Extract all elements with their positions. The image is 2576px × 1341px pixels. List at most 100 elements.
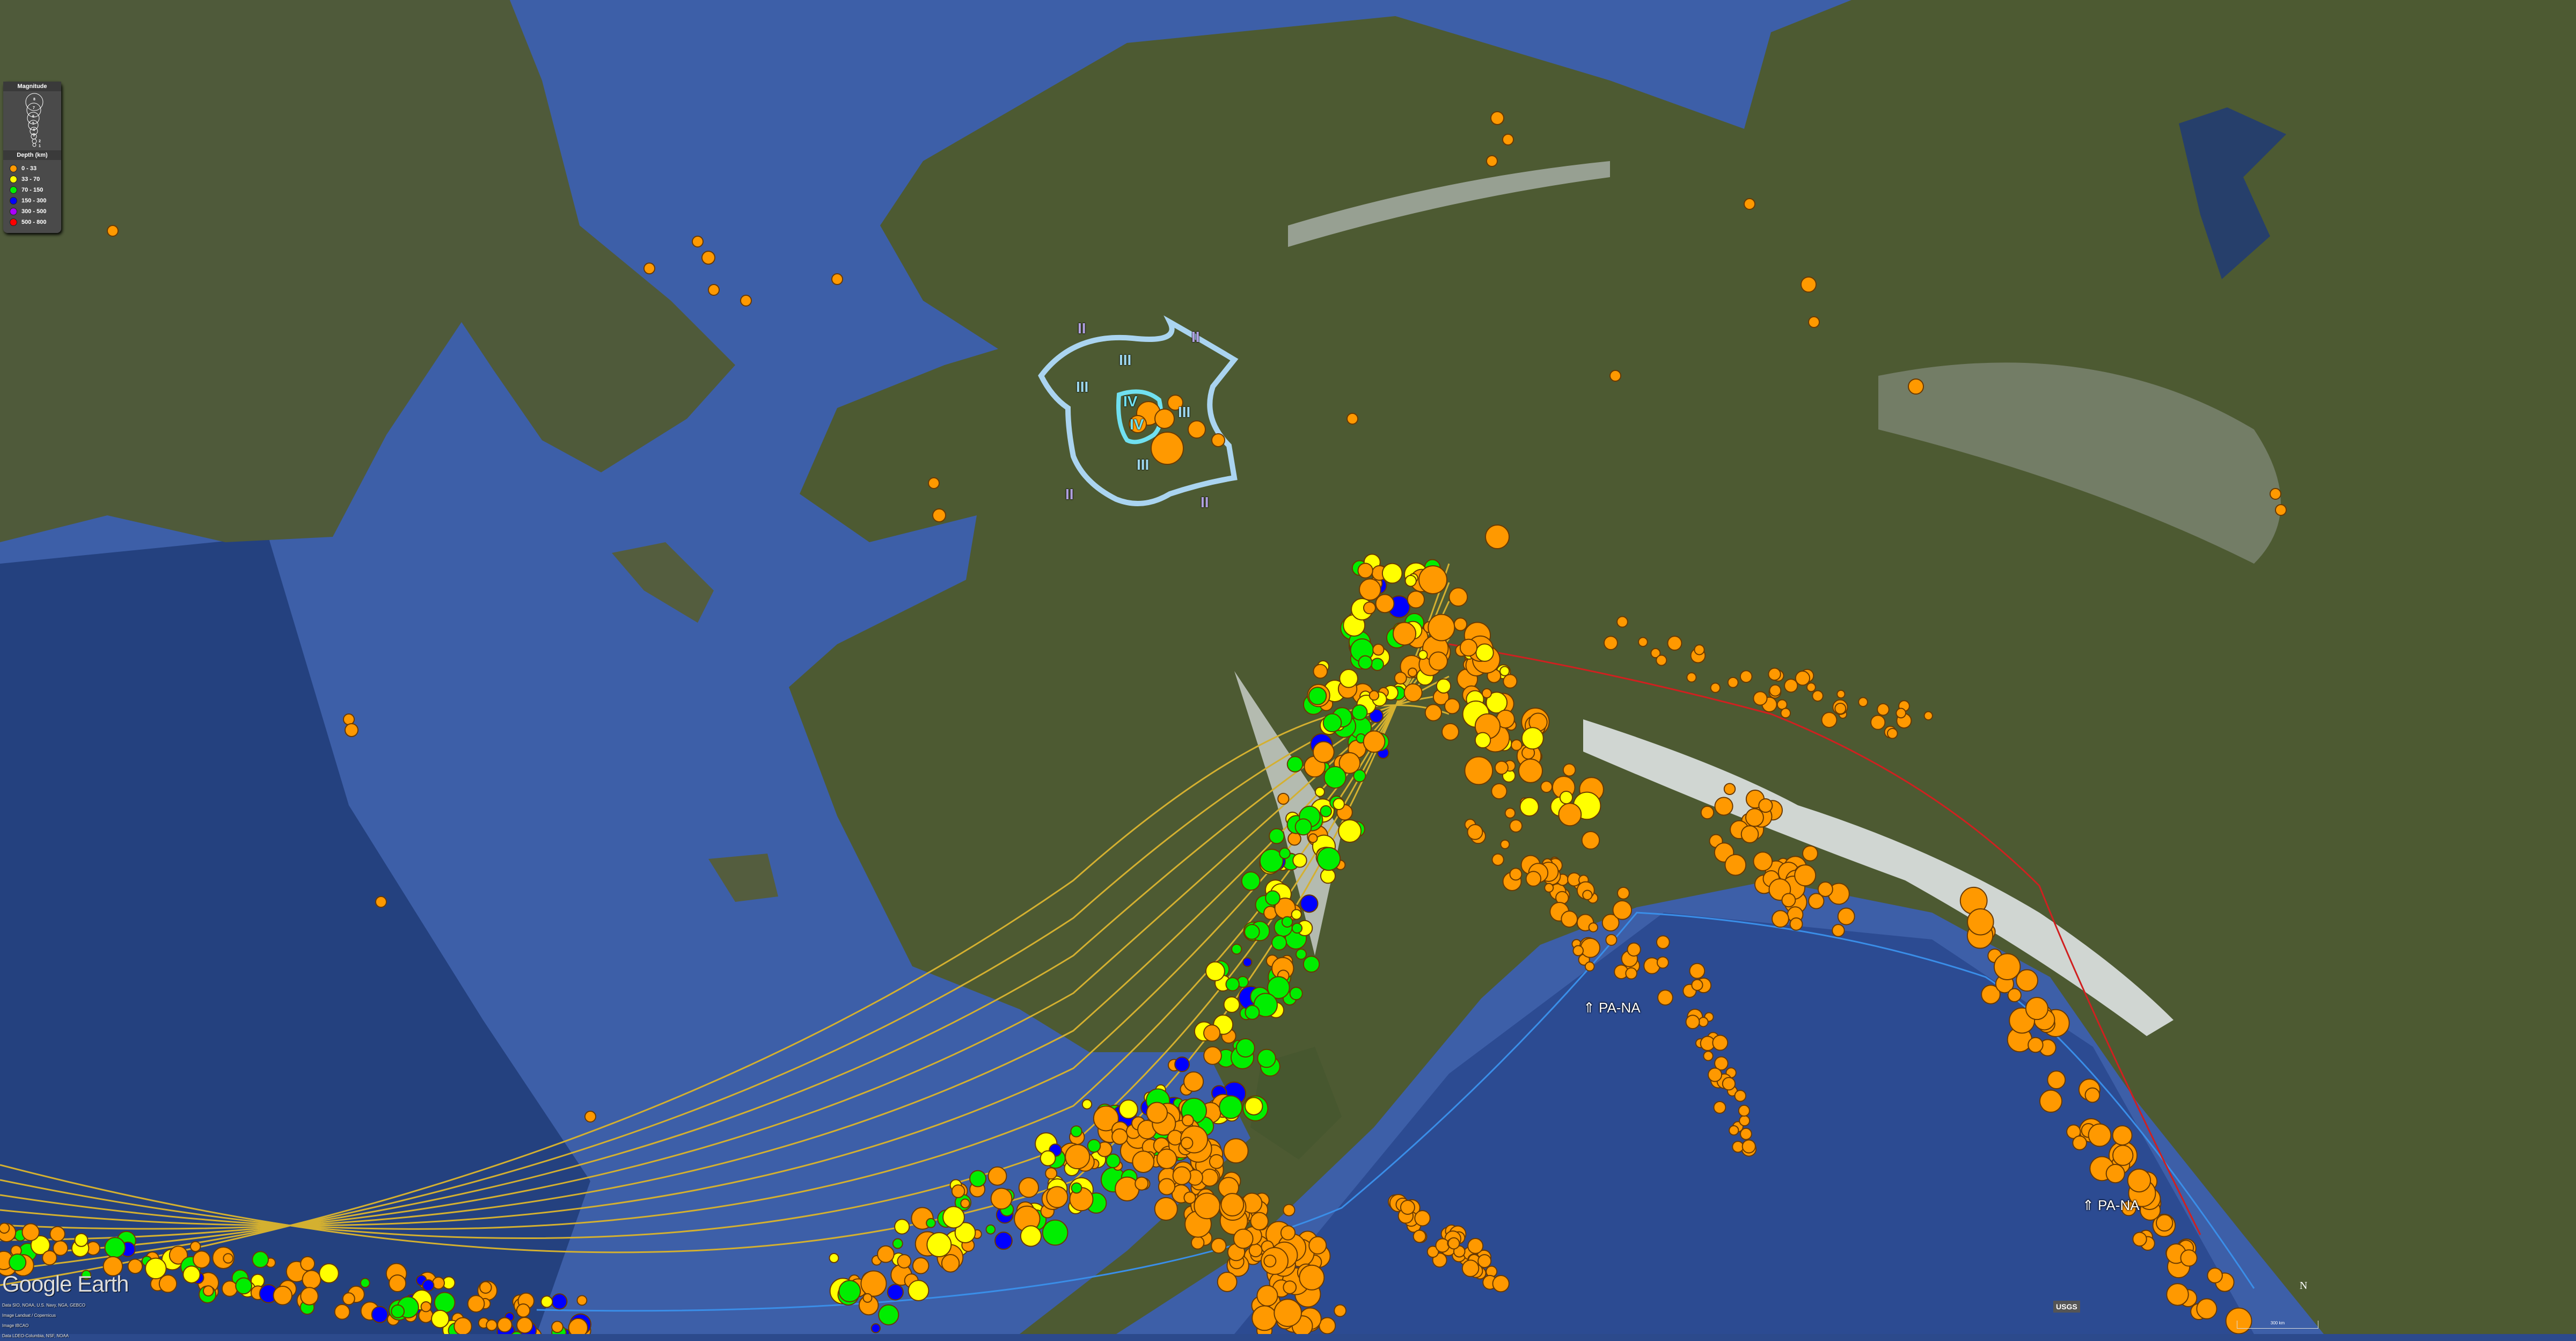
earthquake-marker[interactable] — [1132, 1150, 1155, 1174]
earthquake-marker[interactable] — [1172, 1166, 1191, 1185]
earthquake-marker[interactable] — [1656, 654, 1667, 666]
earthquake-marker[interactable] — [740, 295, 752, 307]
earthquake-marker[interactable] — [319, 1263, 339, 1284]
earthquake-marker[interactable] — [1467, 1238, 1484, 1254]
earthquake-marker[interactable] — [2039, 1089, 2062, 1113]
earthquake-marker[interactable] — [1217, 1271, 1238, 1292]
earthquake-marker[interactable] — [345, 723, 358, 737]
earthquake-marker[interactable] — [1491, 853, 1504, 866]
earthquake-marker[interactable] — [1580, 937, 1601, 958]
earthquake-marker[interactable] — [1203, 1046, 1222, 1065]
earthquake-marker[interactable] — [1429, 651, 1448, 671]
earthquake-marker[interactable] — [1313, 664, 1328, 679]
earthquake-marker[interactable] — [1287, 832, 1301, 846]
earthquake-marker[interactable] — [1018, 1177, 1040, 1198]
earthquake-marker[interactable] — [30, 1235, 50, 1256]
earthquake-marker[interactable] — [510, 1331, 523, 1334]
earthquake-marker[interactable] — [1509, 868, 1523, 881]
earthquake-marker[interactable] — [1338, 752, 1361, 774]
earthquake-marker[interactable] — [1500, 839, 1510, 849]
earthquake-marker[interactable] — [1896, 708, 1906, 719]
earthquake-marker[interactable] — [912, 1257, 930, 1274]
earthquake-marker[interactable] — [1291, 922, 1303, 934]
earthquake-marker[interactable] — [1499, 666, 1510, 676]
earthquake-marker[interactable] — [1081, 1099, 1093, 1110]
earthquake-marker[interactable] — [1627, 942, 1641, 957]
earthquake-marker[interactable] — [1694, 644, 1705, 655]
earthquake-marker[interactable] — [2016, 969, 2038, 992]
earthquake-marker[interactable] — [1703, 1051, 1714, 1061]
earthquake-marker[interactable] — [158, 1274, 178, 1293]
earthquake-marker[interactable] — [1993, 953, 2021, 980]
earthquake-marker[interactable] — [1381, 563, 1403, 584]
earthquake-marker[interactable] — [1235, 1038, 1255, 1058]
earthquake-marker[interactable] — [1486, 155, 1498, 167]
earthquake-marker[interactable] — [1045, 1167, 1058, 1180]
earthquake-marker[interactable] — [1686, 672, 1697, 683]
earthquake-marker[interactable] — [1188, 420, 1206, 439]
earthquake-marker[interactable] — [2105, 1164, 2125, 1184]
earthquake-marker[interactable] — [1601, 914, 1620, 932]
earthquake-marker[interactable] — [1806, 682, 1816, 693]
earthquake-marker[interactable] — [300, 1287, 319, 1306]
earthquake-marker[interactable] — [1612, 900, 1633, 920]
earthquake-marker[interactable] — [1087, 1139, 1101, 1153]
earthquake-marker[interactable] — [1656, 956, 1669, 969]
earthquake-marker[interactable] — [1504, 807, 1516, 819]
earthquake-marker[interactable] — [302, 1270, 321, 1289]
earthquake-marker[interactable] — [1308, 833, 1318, 843]
earthquake-marker[interactable] — [1435, 1238, 1450, 1253]
earthquake-marker[interactable] — [1625, 967, 1637, 980]
earthquake-marker[interactable] — [1503, 674, 1518, 689]
earthquake-marker[interactable] — [1283, 1280, 1297, 1294]
earthquake-marker[interactable] — [1209, 1154, 1224, 1169]
earthquake-marker[interactable] — [1784, 679, 1798, 693]
earthquake-marker[interactable] — [235, 1277, 253, 1295]
earthquake-marker[interactable] — [1283, 1204, 1296, 1216]
earthquake-marker[interactable] — [1444, 698, 1460, 715]
earthquake-marker[interactable] — [1808, 893, 1825, 909]
earthquake-marker[interactable] — [1263, 1255, 1277, 1267]
earthquake-marker[interactable] — [1729, 1125, 1739, 1136]
earthquake-marker[interactable] — [1572, 945, 1584, 957]
earthquake-marker[interactable] — [1129, 415, 1147, 433]
earthquake-marker[interactable] — [1744, 198, 1755, 210]
earthquake-marker[interactable] — [892, 1238, 903, 1249]
earthquake-marker[interactable] — [1296, 948, 1307, 960]
earthquake-marker[interactable] — [223, 1253, 233, 1264]
earthquake-marker[interactable] — [1220, 1193, 1245, 1216]
earthquake-marker[interactable] — [1414, 1210, 1431, 1227]
earthquake-marker[interactable] — [1363, 730, 1386, 753]
earthquake-marker[interactable] — [576, 1295, 588, 1306]
earthquake-marker[interactable] — [1588, 922, 1599, 932]
earthquake-marker[interactable] — [53, 1240, 69, 1256]
earthquake-marker[interactable] — [2275, 504, 2287, 516]
earthquake-marker[interactable] — [1223, 996, 1240, 1013]
earthquake-marker[interactable] — [1521, 727, 1544, 750]
earthquake-marker[interactable] — [1265, 890, 1280, 906]
earthquake-marker[interactable] — [1245, 1097, 1263, 1116]
earthquake-marker[interactable] — [1346, 413, 1358, 425]
earthquake-marker[interactable] — [1877, 703, 1890, 716]
earthquake-marker[interactable] — [1559, 790, 1574, 805]
earthquake-marker[interactable] — [1065, 1144, 1091, 1170]
earthquake-marker[interactable] — [1722, 1077, 1736, 1091]
earthquake-marker[interactable] — [2025, 996, 2049, 1021]
earthquake-marker[interactable] — [897, 1254, 912, 1269]
earthquake-marker[interactable] — [1519, 797, 1539, 817]
earthquake-marker[interactable] — [516, 1316, 533, 1334]
earthquake-marker[interactable] — [1368, 690, 1380, 701]
earthquake-marker[interactable] — [1308, 1236, 1327, 1255]
earthquake-marker[interactable] — [1211, 433, 1225, 447]
earthquake-marker[interactable] — [1485, 524, 1510, 549]
earthquake-marker[interactable] — [643, 263, 655, 274]
earthquake-marker[interactable] — [969, 1170, 987, 1187]
earthquake-marker[interactable] — [926, 1218, 936, 1228]
earthquake-marker[interactable] — [1772, 910, 1789, 928]
earthquake-marker[interactable] — [551, 1321, 564, 1333]
earthquake-marker[interactable] — [994, 1231, 1013, 1250]
earthquake-marker[interactable] — [1372, 644, 1385, 656]
earthquake-marker[interactable] — [926, 1232, 952, 1258]
earthquake-marker[interactable] — [221, 1280, 238, 1297]
earthquake-marker[interactable] — [1182, 1114, 1194, 1127]
